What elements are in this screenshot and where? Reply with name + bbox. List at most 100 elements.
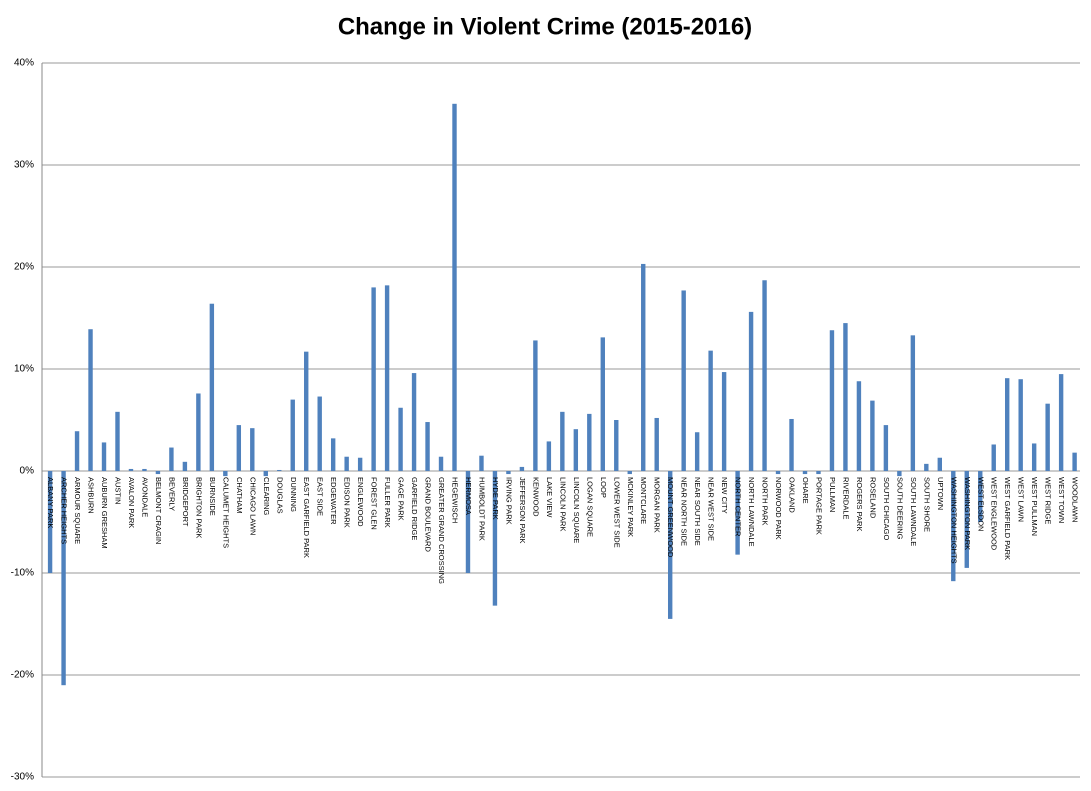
- bar: [748, 311, 754, 471]
- bar: [735, 471, 740, 555]
- bar: [1005, 378, 1010, 471]
- bar: [654, 417, 659, 471]
- bar: [600, 337, 605, 471]
- x-tick-label: FOREST GLEN: [370, 477, 379, 530]
- x-tick-label: JEFFERSON PARK: [518, 477, 527, 544]
- x-tick-label: WEST PULLMAN: [1030, 477, 1039, 536]
- bar: [883, 425, 889, 471]
- bar: [1072, 452, 1077, 471]
- x-tick-label: MORGAN PARK: [653, 477, 662, 533]
- x-tick-label: ROGERS PARK: [855, 477, 864, 531]
- bar: [88, 329, 93, 471]
- x-tick-label: HUMBOLDT PARK: [477, 477, 486, 541]
- x-tick-label: ASHBURN: [87, 477, 96, 514]
- x-tick-label: EDGEWATER: [329, 477, 338, 525]
- bar: [667, 471, 673, 619]
- x-tick-label: AVONDALE: [140, 477, 149, 517]
- x-tick-label: HEGEWISCH: [451, 477, 460, 523]
- x-tick-label: NEAR SOUTH SIDE: [693, 477, 702, 546]
- bar: [573, 429, 579, 471]
- x-tick-label: BURNSIDE: [208, 477, 217, 516]
- bar: [411, 373, 417, 471]
- bar: [843, 323, 848, 471]
- bar: [47, 471, 53, 573]
- bar: [951, 471, 956, 582]
- bar: [991, 444, 996, 471]
- x-tick-label: FULLER PARK: [383, 477, 392, 528]
- y-tick-label: 20%: [14, 262, 34, 273]
- y-tick-label: 0%: [20, 466, 35, 477]
- bar: [627, 471, 632, 475]
- bar: [384, 285, 390, 471]
- x-tick-label: OHARE: [801, 477, 810, 504]
- y-tick-label: 40%: [14, 58, 34, 69]
- bar: [101, 442, 107, 471]
- x-tick-label: LINCOLN SQUARE: [572, 477, 581, 543]
- bar: [236, 425, 242, 471]
- x-tick-label: GAGE PARK: [397, 477, 406, 521]
- bar: [614, 420, 619, 471]
- bar: [802, 471, 808, 475]
- x-tick-label: EAST GARFIELD PARK: [302, 477, 311, 558]
- y-tick-label: -30%: [11, 772, 34, 783]
- x-tick-label: NORTH CENTER: [734, 477, 743, 537]
- x-tick-label: EDISON PARK: [343, 477, 352, 528]
- x-tick-label: CHICAGO LAWN: [248, 477, 257, 535]
- x-tick-label: WASHINGTON HEIGHTS: [949, 477, 958, 564]
- bar: [1045, 403, 1050, 471]
- bar: [277, 469, 282, 471]
- bar: [775, 471, 781, 475]
- bar: [263, 471, 268, 477]
- x-tick-label: NORTH PARK: [761, 477, 770, 525]
- x-tick-label: WEST ENGLEWOOD: [990, 477, 999, 551]
- x-tick-label: MOUNT GREENWOOD: [666, 477, 675, 558]
- bar: [492, 471, 498, 606]
- bar: [74, 431, 80, 471]
- x-tick-label: PORTAGE PARK: [814, 477, 823, 535]
- x-tick-label: NEAR NORTH SIDE: [680, 477, 689, 546]
- bar: [789, 418, 794, 471]
- x-tick-label: WEST TOWN: [1057, 477, 1066, 523]
- x-tick-label: WOODLAWN: [1071, 477, 1080, 523]
- x-tick-label: DOUGLAS: [275, 477, 284, 514]
- bar: [61, 471, 66, 686]
- x-tick-label: WEST ELSDON: [976, 477, 985, 531]
- bar: [560, 411, 565, 471]
- x-tick-label: WEST LAWN: [1017, 477, 1026, 522]
- x-tick-label: ROSELAND: [868, 477, 877, 519]
- x-tick-label: WEST RIDGE: [1044, 477, 1053, 524]
- bar: [196, 393, 201, 471]
- bar: [330, 438, 336, 471]
- bar: [182, 461, 188, 471]
- bar: [209, 303, 215, 471]
- x-tick-label: LAKE VIEW: [545, 477, 554, 518]
- bar: [344, 456, 349, 471]
- x-tick-label: ENGLEWOOD: [356, 477, 365, 527]
- x-tick-label: CHATHAM: [235, 477, 244, 514]
- bar: [304, 351, 309, 471]
- bar: [694, 432, 700, 471]
- x-tick-label: LOGAN SQUARE: [585, 477, 594, 537]
- x-tick-label: LOOP: [599, 477, 608, 498]
- bar: [519, 466, 525, 471]
- bar: [937, 457, 943, 471]
- x-tick-label: AUBURN GRESHAM: [100, 477, 109, 549]
- x-tick-label: NORTH LAWNDALE: [747, 477, 756, 547]
- bar: [910, 335, 916, 471]
- x-tick-label: HYDE PARK: [491, 477, 500, 520]
- y-tick-label: -20%: [11, 670, 34, 681]
- bar: [721, 372, 727, 471]
- x-tick-label: EAST SIDE: [316, 477, 325, 516]
- x-tick-label: MCKINLEY PARK: [626, 477, 635, 537]
- bar: [506, 471, 511, 475]
- bar: [978, 471, 983, 522]
- bar: [587, 413, 592, 471]
- x-tick-label: LINCOLN PARK: [558, 477, 567, 531]
- bar: [223, 471, 228, 477]
- x-tick-label: RIVERDALE: [841, 477, 850, 520]
- bar: [829, 330, 835, 471]
- x-tick-label: WASHINGTON PARK: [963, 477, 972, 550]
- x-tick-label: AUSTIN: [114, 477, 123, 505]
